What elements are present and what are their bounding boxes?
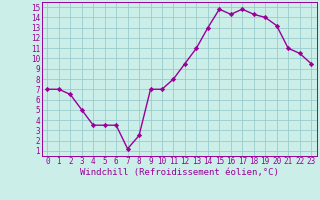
X-axis label: Windchill (Refroidissement éolien,°C): Windchill (Refroidissement éolien,°C): [80, 168, 279, 177]
